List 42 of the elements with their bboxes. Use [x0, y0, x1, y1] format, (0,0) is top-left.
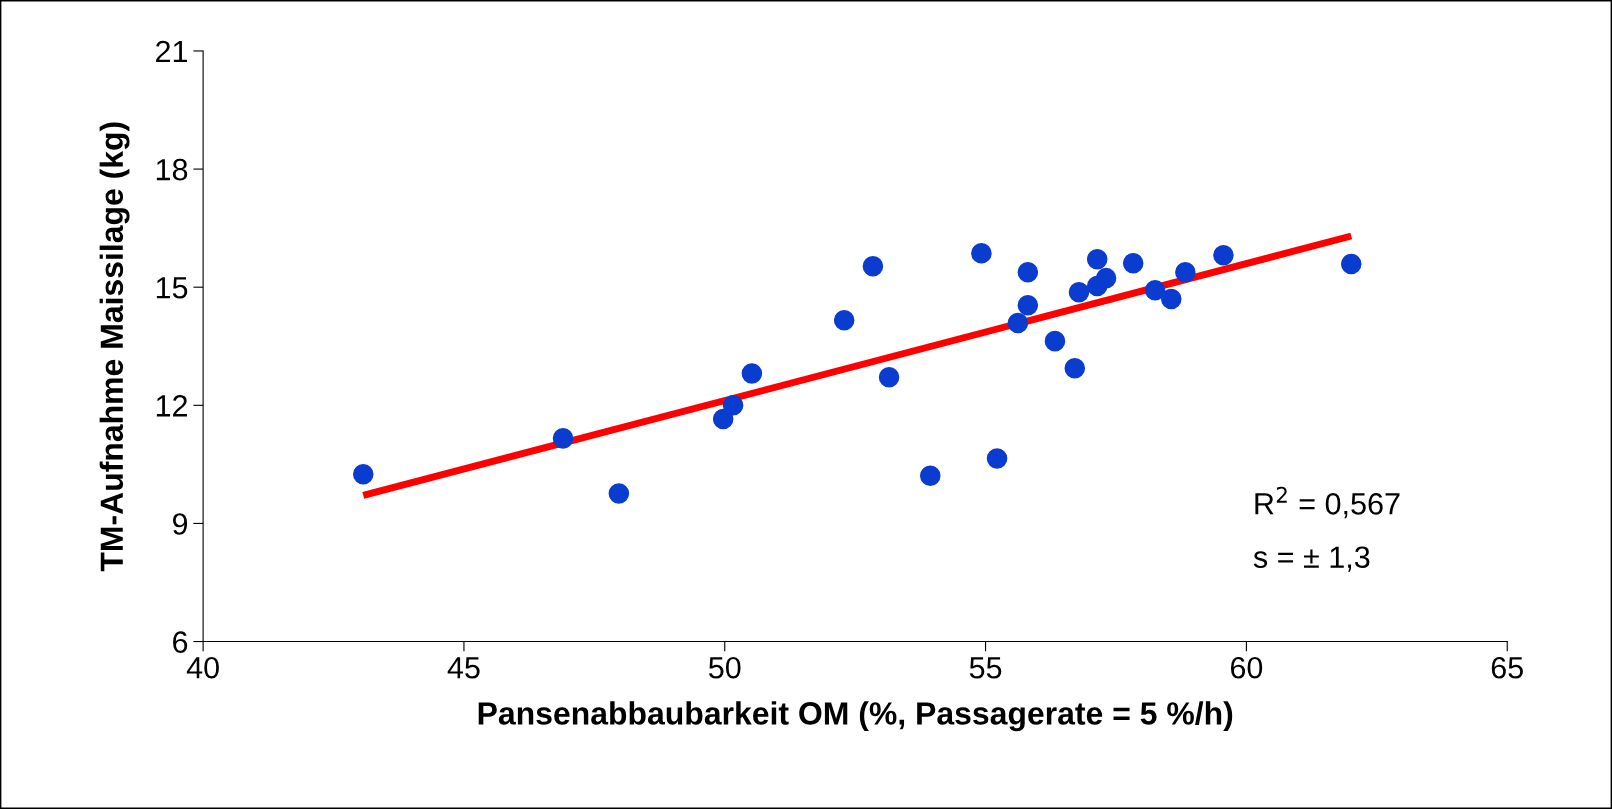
x-tick-label: 40 — [186, 656, 219, 679]
point — [1064, 358, 1086, 379]
point — [986, 448, 1008, 469]
y-tick-label: 6 — [173, 631, 188, 653]
x-axis-title: Pansenabbaubarkeit OM (%, Passagerate = 5 %/h) — [478, 701, 1233, 732]
x-tick-label: 50 — [708, 656, 741, 679]
y-axis-title: TM-Aufnahme Maissilage (kg) — [99, 122, 130, 572]
point — [971, 243, 992, 264]
x-tick-label: 65 — [1491, 656, 1523, 679]
point — [1044, 330, 1066, 352]
y-tick-label: 15 — [156, 277, 188, 299]
point — [741, 363, 763, 384]
y-tick-label: 18 — [156, 158, 188, 181]
point — [920, 465, 941, 487]
y-tick-label: 12 — [156, 395, 187, 417]
point — [352, 463, 374, 485]
point — [1068, 282, 1090, 303]
point — [1175, 261, 1196, 283]
point — [712, 408, 734, 430]
point — [1122, 252, 1144, 274]
annotation: R$^{2}$ = 0,567 — [1255, 486, 1400, 519]
y-tick-label: 9 — [172, 513, 188, 535]
point — [833, 309, 855, 331]
point — [722, 395, 744, 416]
annotation: s = ± 1,3 — [1253, 546, 1370, 572]
point — [1144, 280, 1166, 301]
x-tick-label: 45 — [447, 657, 480, 679]
point — [1086, 248, 1108, 270]
point — [552, 428, 574, 449]
point — [1340, 253, 1362, 275]
point — [862, 256, 884, 277]
point — [878, 367, 900, 388]
point — [1017, 261, 1039, 283]
x-tick-label: 55 — [969, 657, 1002, 679]
point — [1007, 312, 1029, 334]
y-tick-label: 21 — [156, 40, 188, 63]
point — [1213, 245, 1234, 266]
point — [1095, 267, 1117, 289]
x-tick-label: 60 — [1230, 656, 1263, 679]
point — [1017, 295, 1039, 316]
point — [1161, 288, 1182, 310]
point — [608, 483, 630, 504]
